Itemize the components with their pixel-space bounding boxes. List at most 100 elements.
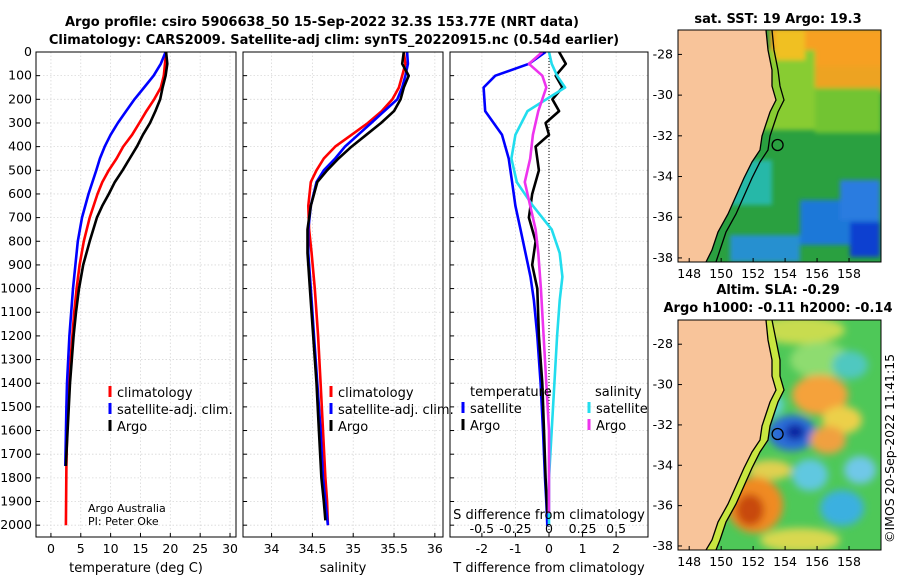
legend-label: Argo	[470, 419, 500, 434]
sst-map-title: sat. SST: 19 Argo: 19.3	[694, 12, 861, 27]
header-title: Argo profile: csiro 5906638_50 15-Sep-20…	[65, 15, 579, 30]
y-tick-label: -38	[653, 250, 673, 265]
salinity-panel: 34 34.5 35 35.5 36 salinity	[242, 51, 444, 576]
x-tick-label: 2	[612, 541, 620, 556]
sla-cyan-blob	[844, 456, 876, 484]
y-tick-label: -32	[653, 128, 673, 143]
sla-deep-blue-blob	[785, 424, 805, 440]
legend-salinity: climatology satellite-adj. clim. Argo	[329, 386, 454, 435]
legend-title-temperature: temperature	[470, 385, 552, 400]
x-tick-label: 150	[709, 554, 733, 569]
x2-tick-label: -0.5	[470, 521, 494, 536]
y-tick-label: 400	[8, 139, 32, 154]
x-tick-label: 36	[427, 541, 443, 556]
x-tick-label: 0	[47, 541, 55, 556]
difference-x2label: S difference from climatology	[453, 508, 645, 523]
y-tick-label: -34	[653, 169, 673, 184]
sst-land	[678, 30, 776, 262]
sla-coastline	[705, 320, 777, 550]
legend-temperature: climatology satellite-adj. clim. Argo	[108, 386, 233, 435]
sst-light-green-patch	[815, 88, 881, 133]
x-tick-label: 15	[133, 541, 149, 556]
timestamp-stamp: ©IMOS 20-Sep-2022 11:41:15	[882, 354, 897, 543]
x-tick-label: 0	[545, 541, 553, 556]
sst-argo-marker	[771, 138, 784, 152]
sla-blue-blob	[820, 490, 864, 526]
sla-yellow-blob	[748, 460, 792, 480]
x-tick-label: 5	[77, 541, 85, 556]
x-tick-label: -1	[509, 541, 521, 556]
legend-title-salinity: salinity	[595, 385, 642, 400]
x2-tick-label: -0.25	[499, 521, 531, 536]
y-tick-label: 900	[8, 257, 32, 272]
x-tick-label: 154	[773, 266, 797, 281]
y-tick-label: 200	[8, 91, 32, 106]
legend-label: satellite	[470, 402, 522, 417]
difference-xlabel: T difference from climatology	[452, 561, 645, 576]
x-tick-label: 152	[741, 554, 765, 569]
x-tick-label: -2	[476, 541, 488, 556]
y-tick-label: -28	[653, 46, 673, 61]
y-tick-label: 1100	[0, 304, 32, 319]
x2-tick-label: 0	[545, 521, 553, 536]
x-tick-label: 148	[677, 554, 701, 569]
y-tick-label: 1200	[0, 328, 32, 343]
x-tick-label: 34	[264, 541, 280, 556]
x2-tick-label: 0.5	[606, 521, 626, 536]
legend-label: Argo	[596, 419, 626, 434]
x-tick-label: 158	[837, 266, 861, 281]
x-tick-label: 25	[192, 541, 208, 556]
sla-yellow-blob	[755, 320, 845, 344]
x-tick-label: 150	[709, 266, 733, 281]
x-tick-label: 148	[677, 266, 701, 281]
x-tick-label: 35	[345, 541, 361, 556]
sla-map-axes: 148 150 152 154 156 158 -28 -30 -32 -34 -36 -38	[653, 336, 861, 569]
legend-label: climatology	[338, 386, 414, 401]
sla-cyan-blob	[832, 351, 868, 379]
sst-map	[678, 30, 881, 262]
series-line-s-satellite	[510, 52, 567, 526]
sst-shelf-contour	[715, 30, 785, 262]
legend-label: climatology	[117, 386, 193, 401]
sst-blue-patch	[730, 235, 800, 262]
legend-label: satellite-adj. clim.	[338, 403, 454, 418]
x-tick-label: 1	[579, 541, 587, 556]
sst-map-axes: 148 150 152 154 156 158 -28 -30 -32 -34 -36 -38	[653, 46, 861, 281]
credit-pi: PI: Peter Oke	[88, 515, 159, 528]
x-tick-label: 30	[222, 541, 238, 556]
x-tick-label: 158	[837, 554, 861, 569]
y-tick-label: -34	[653, 457, 673, 472]
x-tick-label: 20	[162, 541, 178, 556]
sla-orange-blob	[810, 426, 846, 454]
sla-yellow-blob	[760, 528, 840, 550]
series-line-t-argo	[527, 52, 568, 514]
temperature-panel: 0 5 10 15 20 25 30 temperature (deg C) 0 100 200 30…	[0, 44, 238, 576]
credit-org: Argo Australia	[88, 502, 166, 515]
y-tick-label: 300	[8, 115, 32, 130]
x-tick-label: 156	[805, 554, 829, 569]
legend-label: Argo	[117, 420, 147, 435]
series-line-argo	[64, 52, 169, 467]
y-tick-label: -36	[653, 209, 673, 224]
y-tick-label: 2000	[0, 517, 32, 532]
series-line-s-argo	[523, 52, 551, 514]
y-tick-label: -38	[653, 538, 673, 553]
sla-map-subtitle: Argo h1000: -0.11 h2000: -0.14	[663, 301, 892, 316]
y-tick-label: -32	[653, 417, 673, 432]
sla-red-blob	[736, 494, 764, 526]
sla-map-frame	[677, 319, 882, 551]
sla-shelf-contour	[715, 320, 785, 550]
legend-label: satellite	[596, 402, 648, 417]
series-line-climatology	[306, 52, 407, 526]
sst-yellow-patch	[775, 30, 805, 60]
y-tick-label: 800	[8, 233, 32, 248]
temperature-xlabel: temperature (deg C)	[69, 561, 203, 576]
series-line-argo	[306, 52, 411, 521]
y-tick-label: 1700	[0, 446, 32, 461]
x-tick-label: 152	[741, 266, 765, 281]
sst-map-frame	[677, 29, 882, 263]
sla-cyan-blob	[792, 459, 828, 491]
series-line-satellite-adj--clim-	[64, 52, 167, 467]
salinity-frame	[242, 51, 444, 538]
